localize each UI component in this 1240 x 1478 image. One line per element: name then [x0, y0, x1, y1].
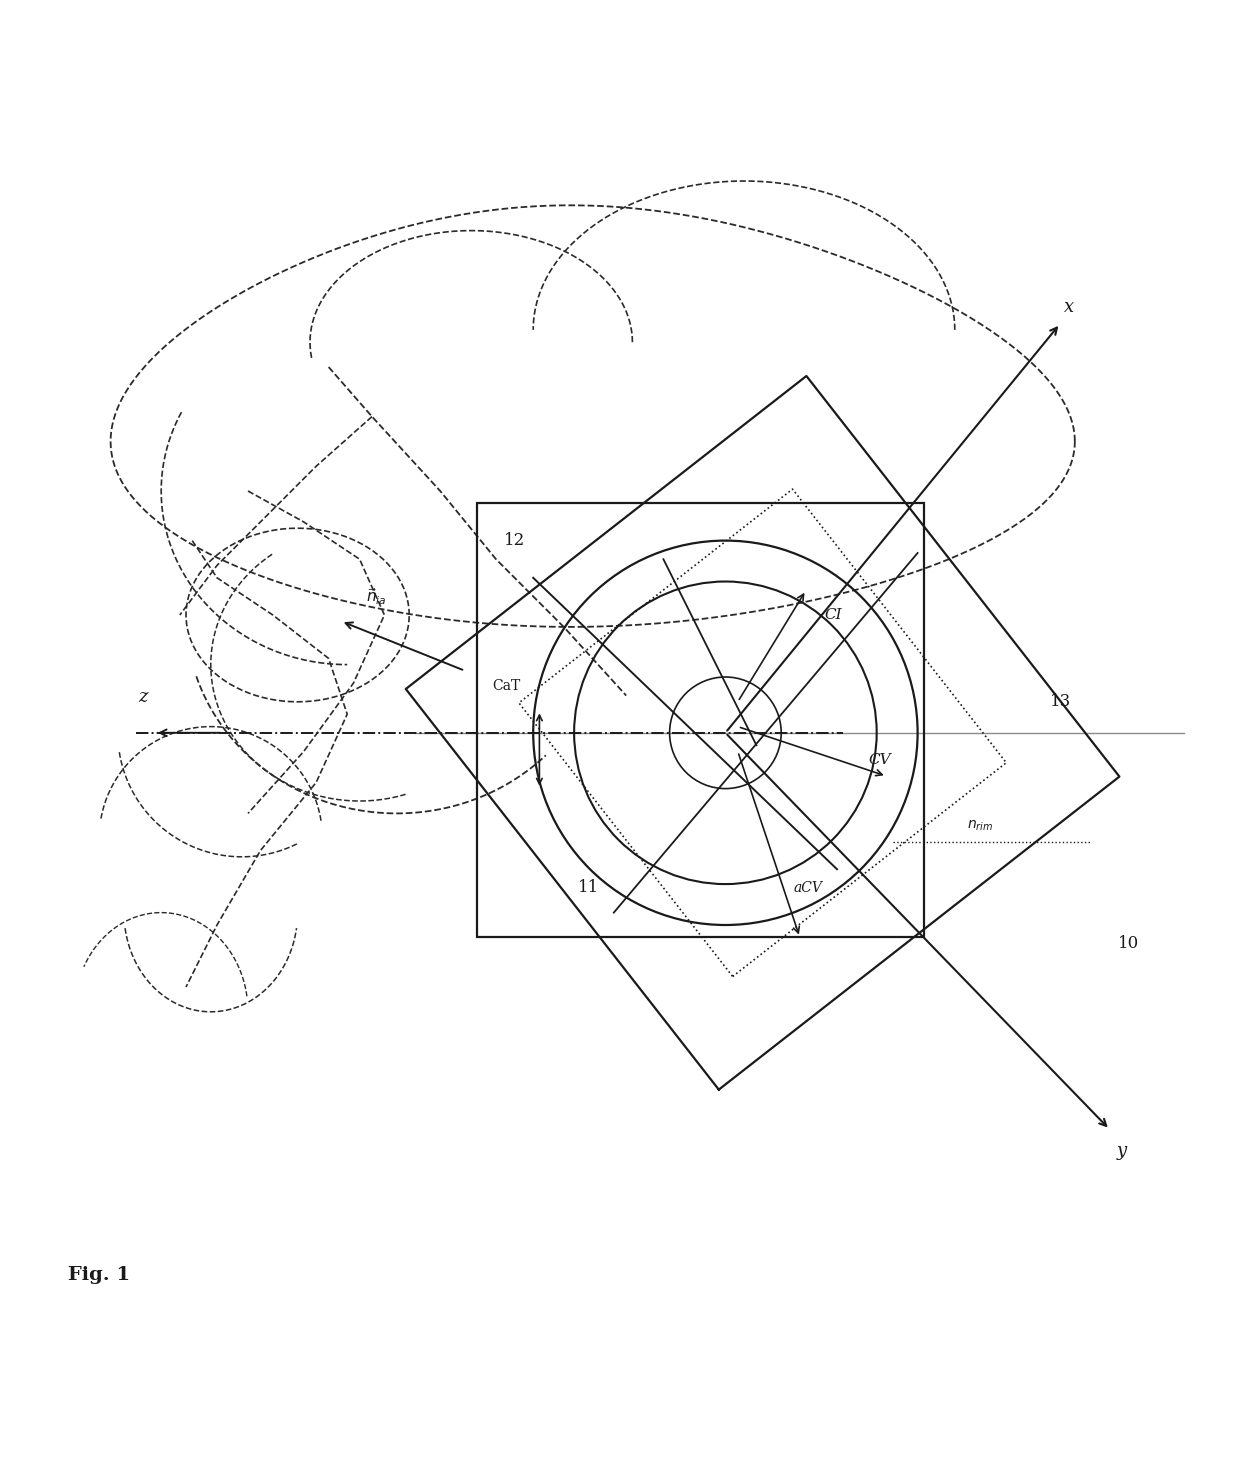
Text: CI: CI	[825, 607, 842, 622]
Text: x: x	[1064, 299, 1074, 316]
Text: 11: 11	[578, 879, 600, 896]
Text: Fig. 1: Fig. 1	[68, 1265, 130, 1284]
Text: $\vec{n}_{ia}$: $\vec{n}_{ia}$	[366, 587, 387, 607]
Text: y: y	[1117, 1141, 1127, 1160]
Text: 12: 12	[503, 532, 526, 550]
Text: CaT: CaT	[492, 678, 521, 693]
Text: z: z	[138, 687, 148, 705]
Text: aCV: aCV	[794, 881, 822, 894]
Bar	[477, 504, 924, 937]
Text: 13: 13	[1049, 693, 1071, 711]
Text: $n_{rim}$: $n_{rim}$	[967, 819, 993, 834]
Text: 10: 10	[1117, 936, 1140, 952]
Text: CV: CV	[868, 754, 890, 767]
